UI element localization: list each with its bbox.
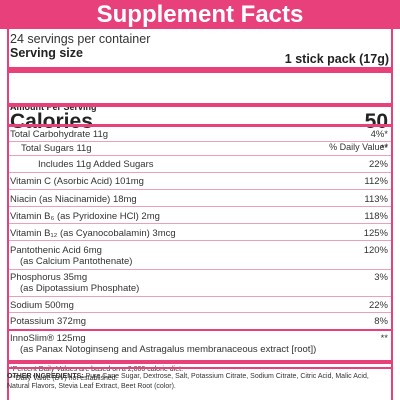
- nutrient-name: Pantothenic Acid 6mg: [10, 245, 102, 256]
- other-ingredients-text: Pure Cane Sugar, Dextrose, Salt, Potassi…: [7, 373, 369, 390]
- nutrient-dv: **: [380, 143, 388, 154]
- serving-size-label: Serving size: [10, 46, 83, 60]
- nutrient-name: Vitamin B₁₂ (as Cyanocobalamin) 3mcg: [10, 228, 176, 239]
- nutrient-dv: 118%: [364, 211, 388, 222]
- nutrient-dv: 112%: [364, 176, 388, 187]
- medium-divider: [9, 124, 391, 127]
- nutrient-name: Includes 11g Added Sugars: [38, 159, 154, 170]
- nutrient-dv: 4%*: [370, 129, 388, 140]
- footnote-not-established: **Daily Value (DV) not established.: [10, 375, 118, 382]
- nutrient-name: Total Sugars 11g: [21, 143, 92, 154]
- row-divider: [9, 172, 391, 173]
- row-divider: [9, 206, 391, 207]
- panel-bottom-border: [7, 367, 393, 369]
- footnote-daily-values: *Percent Daily Values are based on a 2,0…: [10, 366, 184, 373]
- nutrient-dv: 22%: [368, 159, 388, 170]
- nutrient-dv: 22%: [368, 300, 388, 311]
- panel-title: Supplement Facts: [0, 0, 400, 29]
- nutrient-source: (as Calcium Pantothenate): [20, 256, 133, 267]
- row-divider: [9, 155, 391, 156]
- calories-value: 50: [364, 110, 388, 133]
- serving-size-value: 1 stick pack (17g): [284, 52, 389, 66]
- nutrient-dv: 120%: [363, 245, 388, 256]
- amount-per-serving: Amount Per Serving: [10, 102, 97, 112]
- nutrient-name: Niacin (as Niacinamide) 18mg: [10, 194, 137, 205]
- nutrient-dv: **: [380, 333, 388, 344]
- row-divider: [9, 141, 391, 142]
- nutrient-dv: 8%: [374, 316, 388, 327]
- supplement-facts-panel: 24 servings per container Serving size 1…: [7, 29, 393, 400]
- nutrient-name: Phosphorus 35mg: [10, 272, 88, 283]
- row-divider: [9, 223, 391, 224]
- nutrient-name: Total Carbohydrate 11g: [10, 129, 109, 140]
- nutrient-dv: 3%: [374, 272, 388, 283]
- row-divider: [9, 240, 391, 241]
- calories-label: Calories: [10, 110, 93, 133]
- other-ingredients: OTHER INGREDIENTS: Pure Cane Sugar, Dext…: [7, 372, 393, 392]
- thick-divider: [9, 67, 391, 73]
- other-ingredients-label: OTHER INGREDIENTS:: [7, 373, 84, 380]
- nutrient-name: InnoSlim® 125mg: [10, 333, 86, 344]
- nutrient-source: (as Dipotassium Phosphate): [20, 283, 140, 294]
- servings-per-container: 24 servings per container: [10, 32, 151, 46]
- nutrient-dv: 113%: [364, 194, 388, 205]
- nutrient-dv: 125%: [363, 228, 388, 239]
- row-divider: [9, 312, 391, 313]
- medium-divider: [9, 360, 391, 364]
- row-divider: [9, 269, 391, 270]
- row-divider: [9, 189, 391, 190]
- nutrient-source: (as Panax Notoginseng and Astragalus mem…: [20, 344, 317, 355]
- row-divider: [9, 296, 391, 297]
- nutrient-name: Vitamin B₆ (as Pyridoxine HCl) 2mg: [10, 211, 160, 222]
- nutrient-name: Potassium 372mg: [10, 316, 87, 327]
- medium-divider: [9, 103, 391, 107]
- thin-divider: [9, 329, 391, 331]
- nutrient-name: Sodium 500mg: [10, 300, 74, 311]
- nutrient-name: Vitamin C (Asorbic Acid) 101mg: [10, 176, 144, 187]
- daily-value-heading: % Daily Value*: [329, 142, 388, 152]
